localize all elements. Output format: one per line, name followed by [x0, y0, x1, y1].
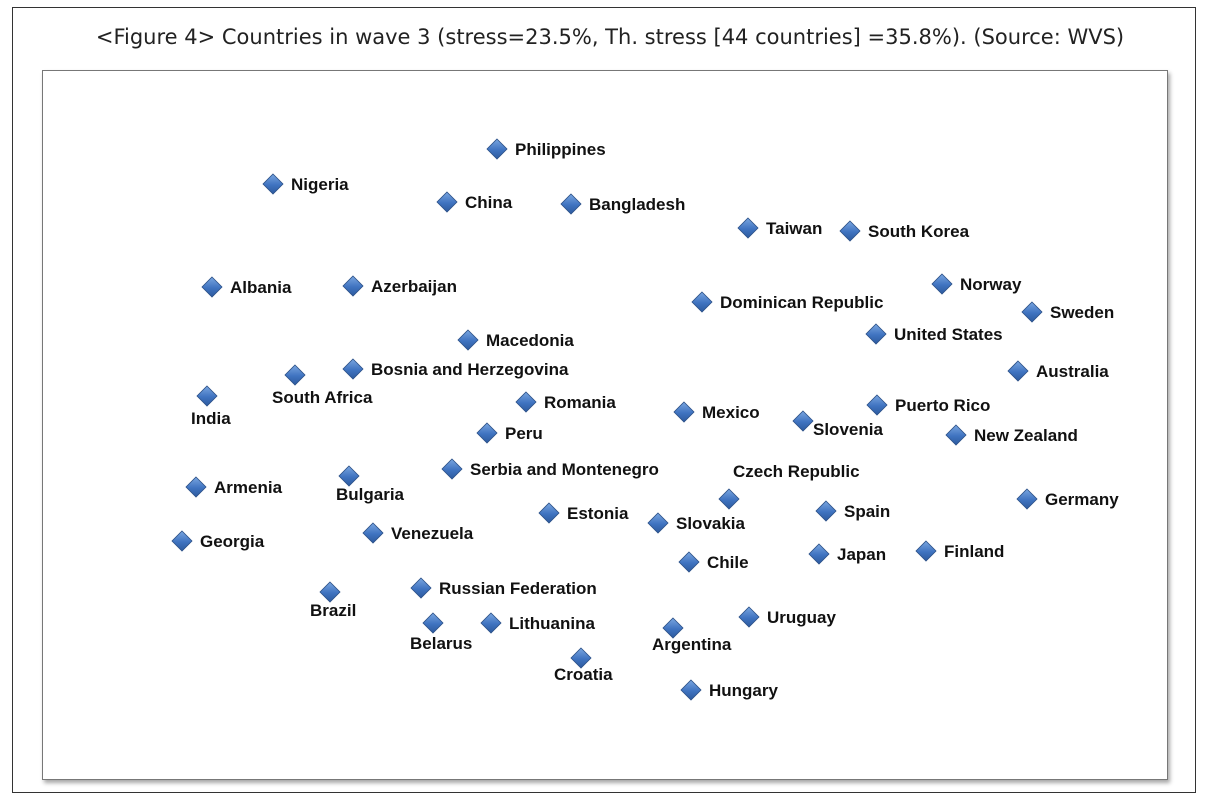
data-point-venezuela: [362, 522, 384, 544]
point-label-china: China: [465, 193, 513, 212]
point-label-croatia: Croatia: [554, 665, 613, 684]
point-label-brazil: Brazil: [310, 601, 356, 620]
data-point-germany: [1016, 488, 1038, 510]
data-point-belarus: [422, 612, 444, 634]
point-label-albania: Albania: [230, 278, 292, 297]
data-point-japan: [808, 543, 830, 565]
data-point-south-korea: [839, 220, 861, 242]
point-label-india: India: [191, 409, 231, 428]
point-label-macedonia: Macedonia: [486, 331, 574, 350]
point-label-sweden: Sweden: [1050, 303, 1114, 322]
data-point-russian-federation: [410, 577, 432, 599]
data-point-czech-republic: [718, 488, 740, 510]
point-label-slovakia: Slovakia: [676, 514, 746, 533]
plot-area: [42, 70, 1168, 780]
point-label-new-zealand: New Zealand: [974, 426, 1078, 445]
point-label-georgia: Georgia: [200, 532, 265, 551]
point-label-czech-republic: Czech Republic: [733, 462, 860, 481]
data-point-azerbaijan: [342, 275, 364, 297]
point-label-chile: Chile: [707, 553, 749, 572]
point-label-russian-federation: Russian Federation: [439, 579, 597, 598]
data-point-georgia: [171, 530, 193, 552]
point-label-bosnia-and-herzegovina: Bosnia and Herzegovina: [371, 360, 569, 379]
point-label-hungary: Hungary: [709, 681, 779, 700]
data-point-slovakia: [647, 512, 669, 534]
data-point-armenia: [185, 476, 207, 498]
data-point-india: [196, 385, 218, 407]
data-point-spain: [815, 500, 837, 522]
point-label-philippines: Philippines: [515, 140, 606, 159]
data-point-brazil: [319, 581, 341, 603]
point-label-mexico: Mexico: [702, 403, 760, 422]
data-point-croatia: [570, 647, 592, 669]
point-label-south-korea: South Korea: [868, 222, 970, 241]
data-point-bosnia-and-herzegovina: [342, 358, 364, 380]
point-label-argentina: Argentina: [652, 635, 732, 654]
data-point-estonia: [538, 502, 560, 524]
point-label-azerbaijan: Azerbaijan: [371, 277, 457, 296]
point-label-south-africa: South Africa: [272, 388, 373, 407]
data-point-australia: [1007, 360, 1029, 382]
data-point-bulgaria: [338, 465, 360, 487]
point-label-taiwan: Taiwan: [766, 219, 822, 238]
data-point-puerto-rico: [866, 394, 888, 416]
point-label-norway: Norway: [960, 275, 1022, 294]
point-label-venezuela: Venezuela: [391, 524, 474, 543]
data-point-macedonia: [457, 329, 479, 351]
data-point-lithuanina: [480, 612, 502, 634]
point-label-uruguay: Uruguay: [767, 608, 837, 627]
point-label-puerto-rico: Puerto Rico: [895, 396, 990, 415]
data-point-taiwan: [737, 217, 759, 239]
data-point-chile: [678, 551, 700, 573]
point-label-spain: Spain: [844, 502, 890, 521]
data-point-argentina: [662, 617, 684, 639]
data-point-finland: [915, 540, 937, 562]
data-point-south-africa: [284, 364, 306, 386]
data-point-bangladesh: [560, 193, 582, 215]
data-point-hungary: [680, 679, 702, 701]
point-label-estonia: Estonia: [567, 504, 629, 523]
data-point-china: [436, 191, 458, 213]
data-point-sweden: [1021, 301, 1043, 323]
data-point-slovenia: [792, 410, 814, 432]
point-label-finland: Finland: [944, 542, 1004, 561]
point-label-nigeria: Nigeria: [291, 175, 349, 194]
data-point-nigeria: [262, 173, 284, 195]
point-label-dominican-republic: Dominican Republic: [720, 293, 883, 312]
data-point-peru: [476, 422, 498, 444]
point-label-japan: Japan: [837, 545, 886, 564]
data-point-romania: [515, 391, 537, 413]
point-label-peru: Peru: [505, 424, 543, 443]
point-label-united-states: United States: [894, 325, 1003, 344]
point-label-bulgaria: Bulgaria: [336, 485, 405, 504]
data-point-philippines: [486, 138, 508, 160]
point-label-slovenia: Slovenia: [813, 420, 883, 439]
data-point-uruguay: [738, 606, 760, 628]
point-label-germany: Germany: [1045, 490, 1119, 509]
point-label-romania: Romania: [544, 393, 616, 412]
point-label-lithuanina: Lithuanina: [509, 614, 595, 633]
point-label-australia: Australia: [1036, 362, 1109, 381]
point-label-serbia-and-montenegro: Serbia and Montenegro: [470, 460, 659, 479]
point-label-bangladesh: Bangladesh: [589, 195, 685, 214]
figure-caption: <Figure 4> Countries in wave 3 (stress=2…: [95, 25, 1125, 49]
data-point-mexico: [673, 401, 695, 423]
point-label-armenia: Armenia: [214, 478, 283, 497]
data-point-dominican-republic: [691, 291, 713, 313]
data-point-norway: [931, 273, 953, 295]
point-label-belarus: Belarus: [410, 634, 472, 653]
data-point-new-zealand: [945, 424, 967, 446]
data-point-albania: [201, 276, 223, 298]
data-point-serbia-and-montenegro: [441, 458, 463, 480]
points-layer: Philippines Nigeria China Bangladesh Taiwan S…: [171, 138, 1119, 701]
data-point-united-states: [865, 323, 887, 345]
